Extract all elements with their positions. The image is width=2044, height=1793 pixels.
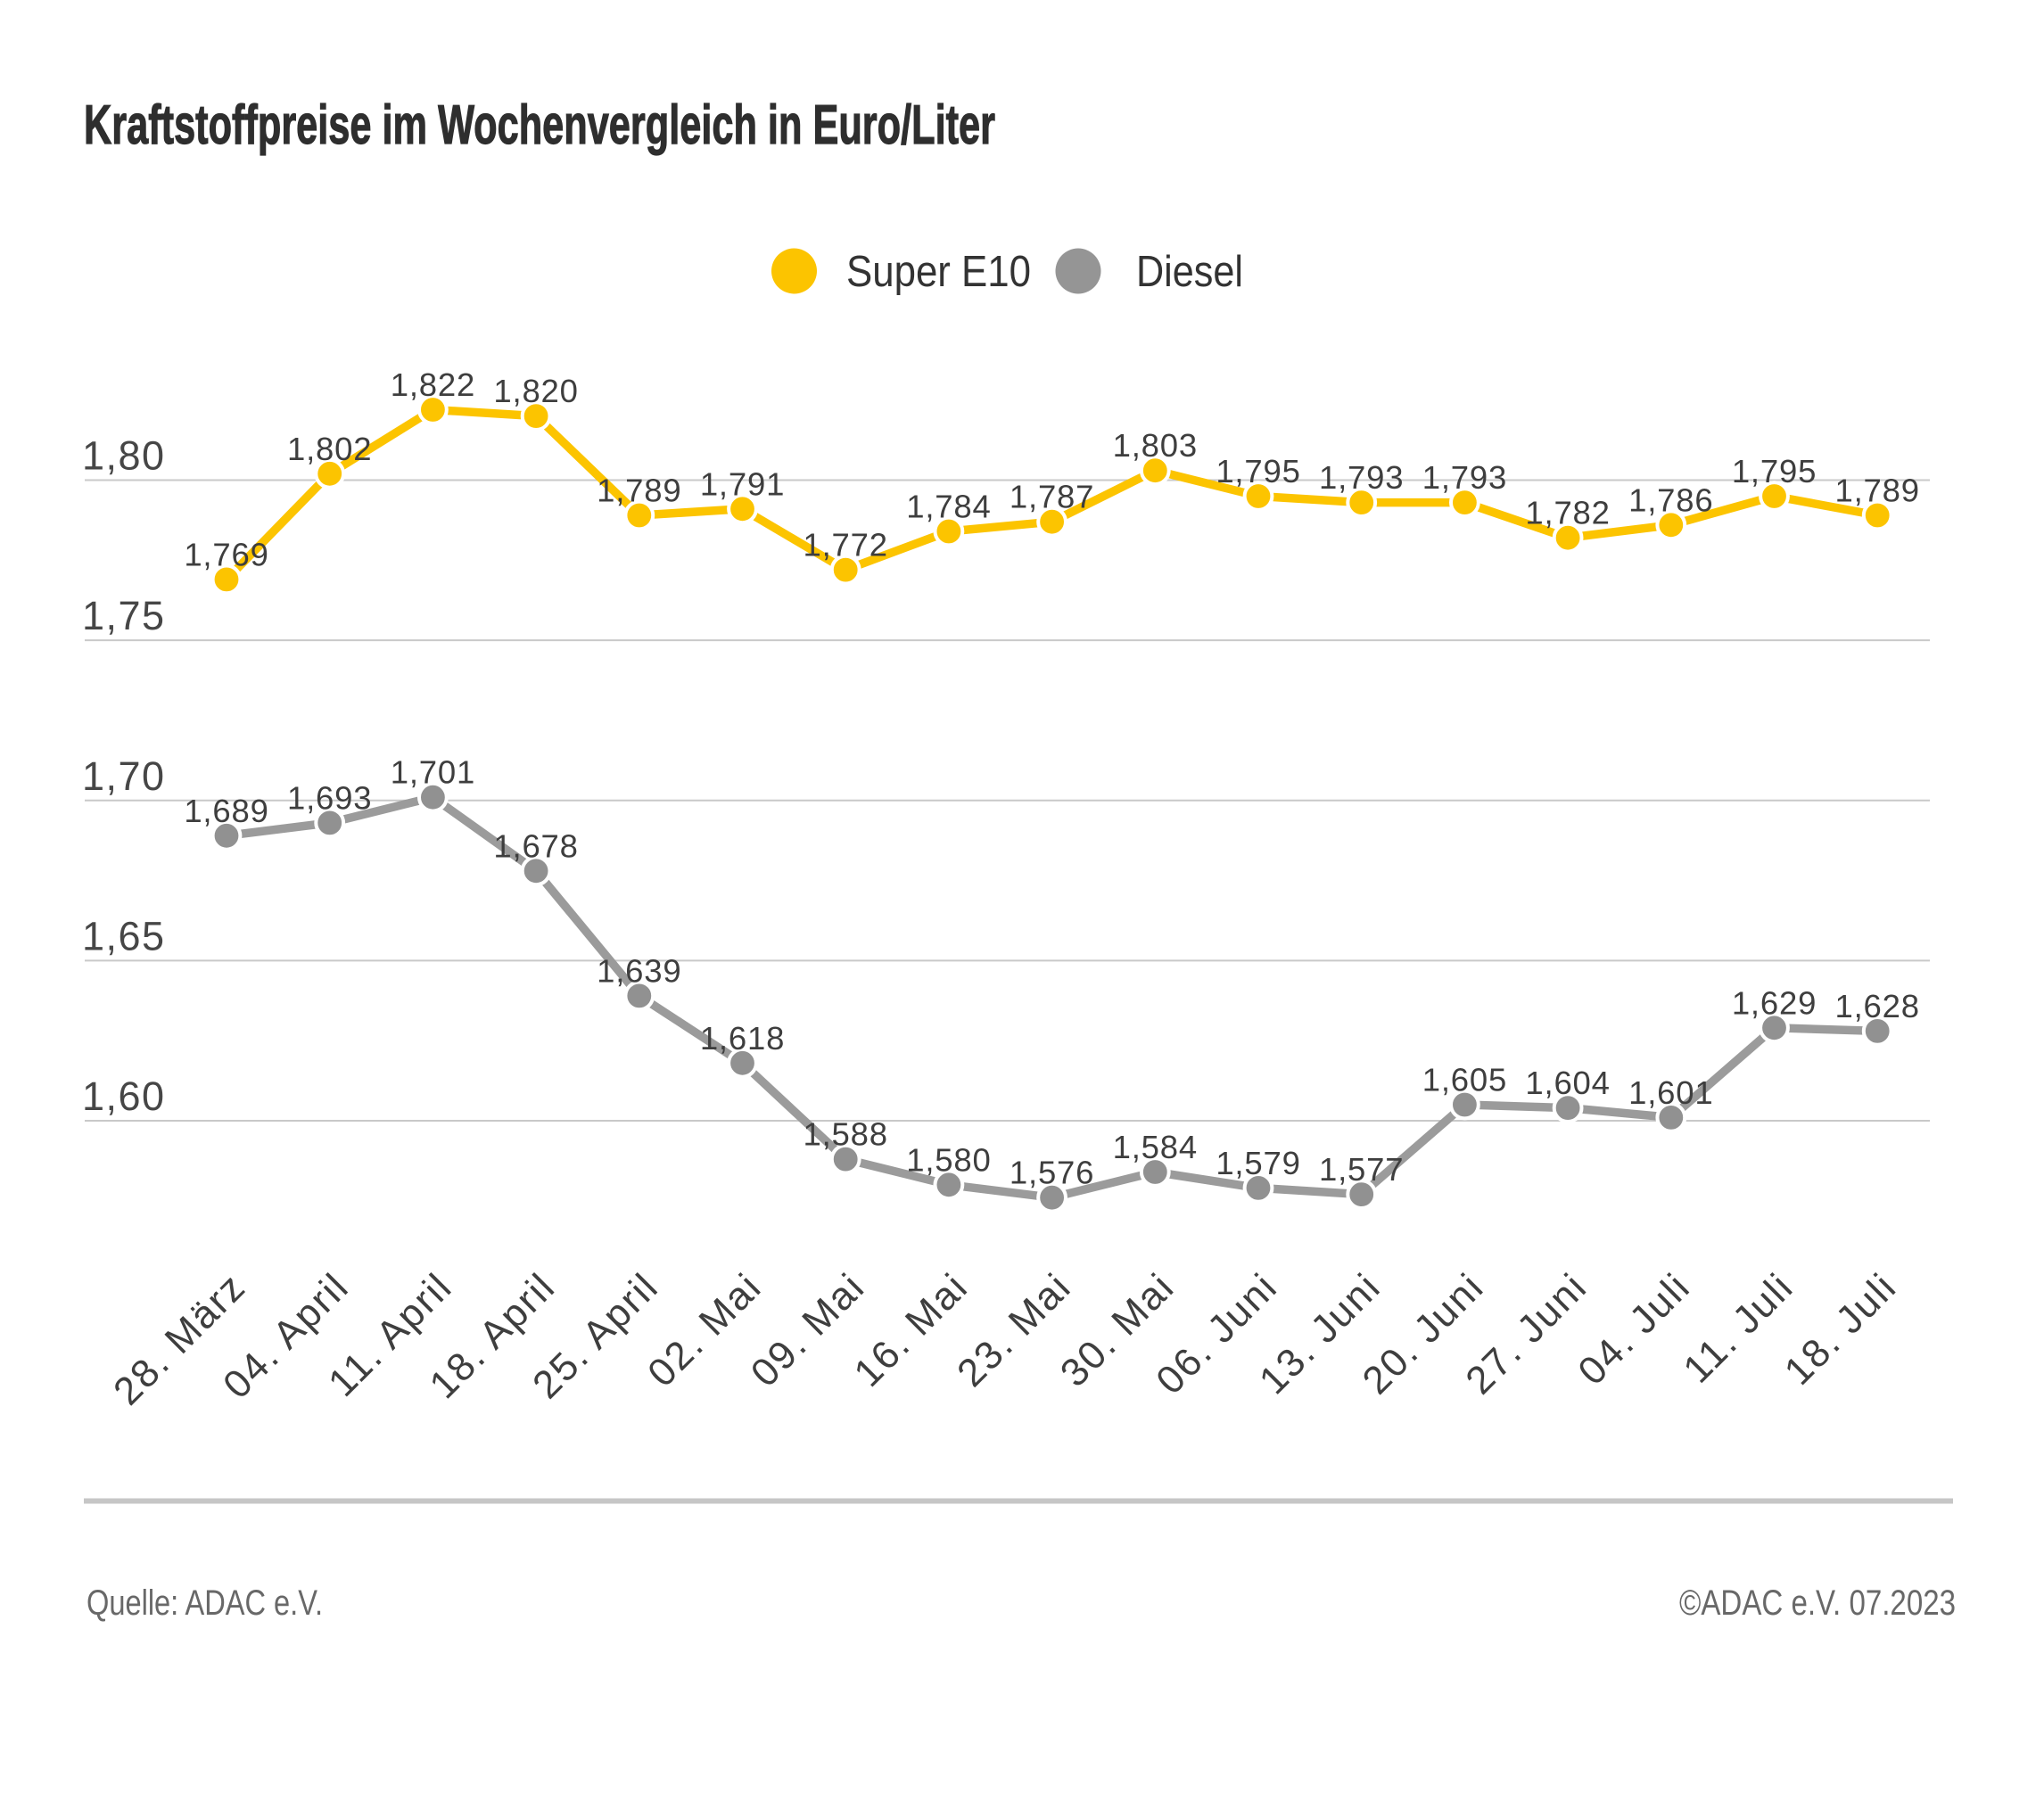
svg-text:1,772: 1,772	[804, 527, 888, 563]
svg-text:1,601: 1,601	[1628, 1074, 1713, 1111]
svg-text:1,787: 1,787	[1010, 479, 1094, 515]
svg-text:1,791: 1,791	[700, 465, 785, 502]
svg-text:1,75: 1,75	[82, 593, 166, 638]
svg-text:1,580: 1,580	[906, 1141, 991, 1178]
svg-text:1,689: 1,689	[184, 793, 268, 829]
svg-text:1,701: 1,701	[391, 754, 475, 791]
svg-text:Diesel: Diesel	[1136, 248, 1243, 296]
svg-text:1,789: 1,789	[1835, 473, 1920, 509]
svg-text:1,693: 1,693	[287, 779, 372, 816]
svg-text:1,584: 1,584	[1113, 1129, 1198, 1165]
svg-text:1,769: 1,769	[184, 536, 268, 572]
svg-text:1,795: 1,795	[1732, 453, 1817, 489]
svg-text:1,822: 1,822	[391, 366, 475, 403]
svg-text:Kraftstoffpreise im Wochenverg: Kraftstoffpreise im Wochenvergleich in E…	[84, 95, 995, 156]
svg-text:1,80: 1,80	[82, 433, 166, 479]
svg-text:1,579: 1,579	[1216, 1145, 1300, 1181]
svg-text:1,60: 1,60	[82, 1073, 166, 1119]
svg-text:1,605: 1,605	[1422, 1062, 1507, 1098]
svg-text:1,588: 1,588	[804, 1116, 888, 1153]
svg-text:1,793: 1,793	[1319, 459, 1404, 496]
svg-text:1,802: 1,802	[287, 431, 372, 467]
svg-text:1,577: 1,577	[1319, 1151, 1404, 1188]
svg-text:1,793: 1,793	[1422, 459, 1507, 496]
svg-text:1,576: 1,576	[1010, 1155, 1094, 1191]
svg-text:1,678: 1,678	[493, 827, 578, 864]
svg-text:1,789: 1,789	[597, 473, 681, 509]
svg-text:1,604: 1,604	[1525, 1065, 1610, 1101]
svg-text:1,629: 1,629	[1732, 984, 1817, 1021]
svg-text:Super E10: Super E10	[846, 248, 1031, 296]
svg-text:1,820: 1,820	[493, 373, 578, 409]
svg-text:1,795: 1,795	[1216, 453, 1300, 489]
svg-text:©ADAC e.V. 07.2023: ©ADAC e.V. 07.2023	[1679, 1583, 1956, 1623]
svg-text:1,628: 1,628	[1835, 988, 1920, 1024]
svg-text:1,784: 1,784	[906, 489, 991, 525]
svg-text:1,782: 1,782	[1525, 495, 1610, 531]
svg-text:1,618: 1,618	[700, 1020, 785, 1057]
svg-text:Quelle: ADAC e.V.: Quelle: ADAC e.V.	[87, 1583, 323, 1623]
svg-text:1,786: 1,786	[1628, 481, 1713, 518]
svg-text:1,70: 1,70	[82, 753, 166, 799]
svg-text:1,65: 1,65	[82, 913, 166, 958]
svg-text:1,803: 1,803	[1113, 427, 1198, 464]
svg-text:1,639: 1,639	[597, 952, 681, 989]
